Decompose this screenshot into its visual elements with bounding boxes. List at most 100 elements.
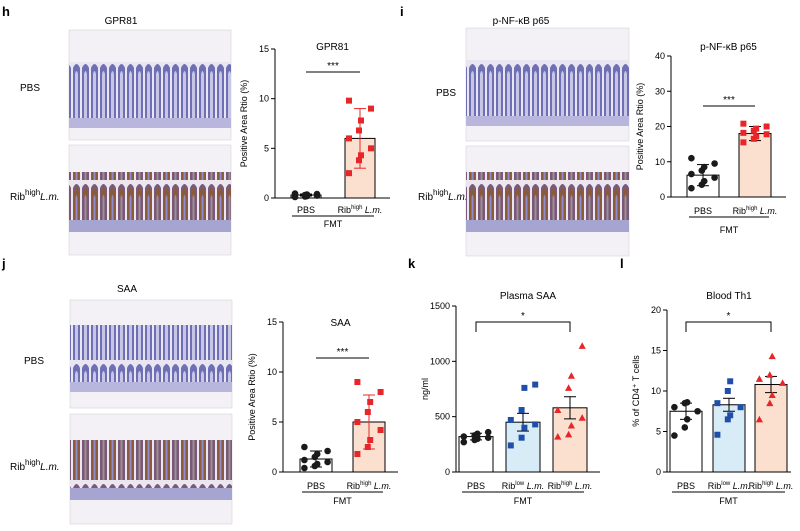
group-label: FMT [719, 496, 738, 506]
data-point [711, 160, 718, 167]
histology-image-i-rib [465, 145, 630, 257]
data-point [763, 123, 770, 130]
image-title-j: SAA [117, 284, 137, 295]
data-point [768, 391, 776, 399]
y-axis-label: Positive Area Rtio (%) [247, 353, 257, 441]
data-point [724, 388, 731, 394]
data-point [358, 117, 364, 124]
y-tick-label: 10 [651, 386, 661, 396]
chart-title: Blood Th1 [706, 291, 752, 302]
data-point [507, 442, 514, 449]
image-title-i: p-NF-κB p65 [493, 16, 550, 27]
row-label-rib-main: Rib [418, 192, 433, 203]
data-point [779, 379, 787, 386]
significance-bracket [475, 321, 571, 332]
x-tick-label: Ribhigh L.m. [548, 481, 593, 491]
y-tick-label: 20 [655, 122, 665, 132]
x-tick-label: Riblow L.m. [502, 481, 545, 491]
data-point [313, 460, 321, 468]
group-label: FMT [720, 225, 739, 235]
histology-image-h-rib [68, 144, 232, 256]
y-tick-label: 15 [267, 317, 277, 327]
data-point [354, 451, 361, 457]
y-tick-label: 0 [272, 467, 277, 477]
data-point [700, 163, 708, 171]
data-point [532, 381, 539, 388]
data-point [358, 152, 364, 159]
row-label-rib-sup: high [25, 188, 40, 197]
data-point [460, 433, 468, 440]
chart-h: GPR81 0 5 10 15 Positive Area Rtio (%) PBS Ribh… [239, 42, 390, 229]
data-point [714, 431, 721, 438]
data-point [291, 190, 299, 197]
data-point [521, 384, 528, 391]
x-tick-label: Ribhigh L.m. [338, 205, 383, 215]
y-axis-label: Positive Area Rtio (%) [635, 83, 645, 171]
data-point [688, 154, 695, 162]
data-point [346, 97, 352, 104]
x-tick-label: PBS [677, 481, 695, 491]
data-point [753, 125, 760, 132]
data-point [554, 406, 562, 414]
chart-k: Plasma SAA 0 500 1000 1500 ng/ml PBS Riblow L.m… [420, 291, 600, 506]
data-point [368, 145, 374, 152]
data-point [313, 450, 321, 458]
data-point [694, 407, 701, 415]
row-label-rib-italic: L.m. [448, 192, 467, 203]
y-tick-label: 15 [259, 44, 269, 54]
row-label-rib-sup: high [433, 188, 448, 197]
data-point [518, 407, 525, 414]
histology-image-h-pbs [68, 29, 232, 141]
data-point [727, 378, 734, 385]
y-tick-label: 0 [264, 193, 269, 203]
data-point [354, 379, 361, 385]
data-point [354, 419, 361, 425]
data-point [681, 424, 689, 431]
row-label-rib-main: Rib [10, 462, 25, 473]
data-point [324, 447, 331, 455]
chart-title: Plasma SAA [500, 291, 556, 302]
data-point [714, 400, 721, 407]
y-tick-label: 0 [445, 467, 450, 477]
data-point [700, 177, 708, 185]
data-point [688, 184, 695, 192]
group-label: FMT [324, 219, 343, 229]
y-tick-label: 40 [655, 51, 665, 61]
data-point [367, 437, 374, 443]
x-tick-label: PBS [297, 205, 315, 215]
data-point [507, 416, 514, 423]
data-point [356, 157, 362, 164]
data-point [755, 415, 763, 423]
x-tick-label: Ribhigh L.m. [733, 206, 778, 216]
y-tick-label: 0 [660, 192, 665, 202]
y-tick-label: 5 [656, 427, 661, 437]
y-tick-label: 5 [264, 143, 269, 153]
data-point [368, 105, 374, 112]
y-tick-label: 500 [435, 412, 450, 422]
x-tick-label: PBS [467, 481, 485, 491]
significance-marker: *** [327, 61, 339, 72]
group-label: FMT [514, 496, 533, 506]
data-point [724, 416, 731, 423]
row-label-rib-j: RibhighL.m. [10, 458, 60, 473]
data-point [518, 434, 525, 441]
y-tick-label: 5 [272, 417, 277, 427]
chart-title: GPR81 [316, 42, 349, 53]
y-tick-label: 0 [656, 467, 661, 477]
data-point [484, 428, 492, 436]
data-point [671, 432, 678, 439]
panel-letter-l: l [620, 256, 624, 271]
data-point [565, 384, 573, 391]
data-point [763, 131, 770, 138]
x-tick-label: Riblow L.m. [708, 481, 751, 491]
data-point [683, 416, 691, 423]
data-point [727, 412, 734, 419]
row-label-pbs-j: PBS [24, 356, 44, 367]
bar [754, 384, 788, 473]
data-point [578, 342, 586, 349]
charts-layer: GPR81 0 5 10 15 Positive Area Rtio (%) PBS Ribh… [239, 42, 793, 506]
data-point [683, 399, 691, 406]
data-point [671, 403, 678, 411]
data-point [313, 190, 321, 198]
data-point [567, 372, 575, 379]
